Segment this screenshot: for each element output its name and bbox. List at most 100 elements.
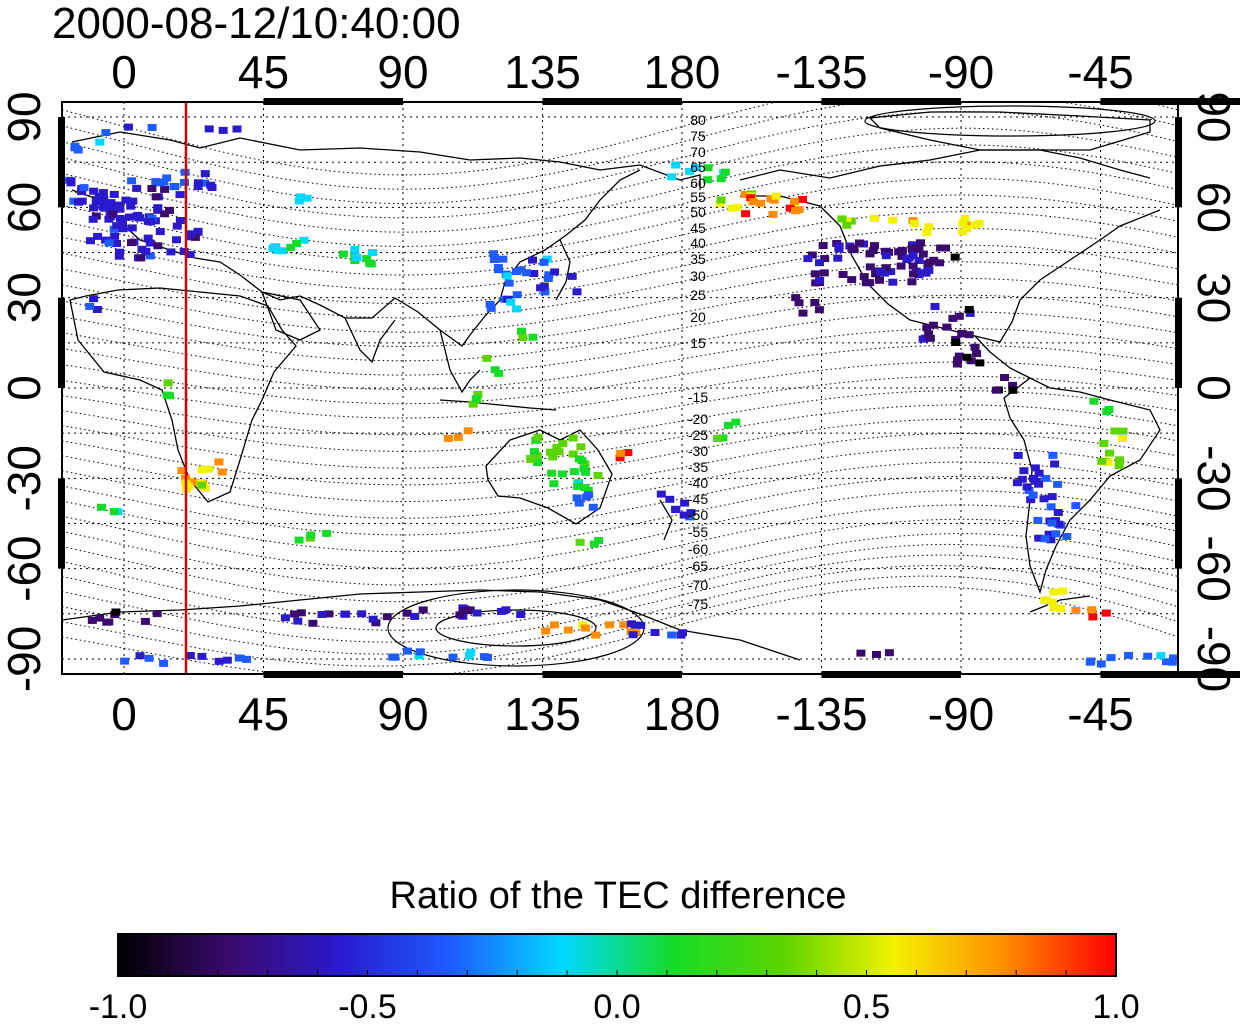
tec-observation-cell: [127, 224, 137, 232]
latitude-tick-label: 30: [1188, 272, 1240, 323]
tec-observation-cell: [543, 275, 553, 282]
tec-observation-cell: [350, 245, 360, 253]
longitude-tick-label: 135: [504, 46, 581, 98]
frame-bar-bottom: [263, 671, 403, 678]
tec-observation-cell: [143, 234, 153, 242]
tec-observation-cell: [1048, 451, 1058, 459]
colorbar: Ratio of the TEC difference -1.0 -0.5 0.0 0…: [89, 875, 1140, 1024]
tec-observation-cell: [132, 184, 142, 192]
tec-observation-cell: [865, 263, 875, 271]
tec-observation-cell: [172, 222, 182, 230]
tec-observation-cell: [528, 333, 538, 341]
tec-observation-cell: [1143, 652, 1153, 660]
tec-observation-cell: [881, 247, 891, 255]
tec-observation-cell: [160, 210, 170, 218]
tec-observation-cell: [581, 468, 591, 476]
tec-observation-cell: [155, 228, 165, 236]
tec-observation-cell: [950, 253, 960, 261]
tec-observation-cell: [1040, 535, 1050, 543]
tec-observation-cell: [540, 288, 550, 296]
tec-observation-cell: [290, 610, 300, 618]
tec-observation-cell: [731, 418, 741, 426]
tec-observation-cell: [896, 262, 906, 270]
tec-observation-cell: [471, 395, 481, 403]
tec-observation-cell: [128, 197, 138, 205]
tec-observation-cell: [214, 657, 224, 665]
tec-observation-cell: [177, 467, 187, 475]
tec-observation-cell: [533, 459, 542, 466]
tec-observation-cell: [1008, 381, 1018, 389]
frame-bar-left: [58, 117, 65, 208]
tec-observation-cell: [975, 359, 985, 367]
tec-observation-cell: [98, 189, 108, 197]
frame-bar-left: [58, 297, 65, 388]
tec-observation-cell: [922, 229, 932, 237]
tec-observation-cell: [970, 221, 980, 229]
tec-observation-cell: [859, 273, 869, 281]
contour-value-label: 45: [690, 220, 706, 236]
tec-observation-cell: [954, 352, 964, 360]
frame-bar-bottom: [542, 671, 682, 678]
tec-observation-cell: [1162, 658, 1171, 666]
tec-observation-cell: [516, 266, 526, 274]
tec-observation-cell: [741, 210, 751, 218]
tec-observation-cell: [465, 606, 475, 614]
tec-observation-cell: [580, 624, 590, 632]
tec-observation-cell: [1087, 606, 1097, 614]
contour-value-label: 80: [690, 112, 706, 128]
tec-observation-cell: [686, 509, 696, 517]
tec-observation-cell: [960, 214, 970, 222]
tec-observation-cell: [458, 606, 468, 614]
colorbar-title: Ratio of the TEC difference: [390, 875, 847, 917]
contour-value-label: 75: [690, 128, 706, 144]
tec-observation-cell: [810, 299, 820, 306]
tec-observation-cell: [928, 321, 938, 329]
colorbar-tick-label: -1.0: [89, 988, 148, 1024]
tec-observation-cell: [909, 270, 918, 278]
tec-observation-cell: [539, 258, 549, 266]
frame-bar-left: [58, 478, 65, 569]
magnetic-contour-line: [62, 277, 1178, 347]
contour-value-label: -35: [688, 459, 708, 475]
tec-observation-cell: [135, 652, 145, 660]
tec-observation-cell: [1118, 427, 1128, 435]
tec-observation-cell: [918, 250, 928, 258]
tec-observation-cell: [888, 216, 898, 224]
tec-observation-cell: [127, 239, 136, 247]
magnetic-contour-line: [62, 554, 1178, 643]
frame-bar-bottom: [821, 671, 961, 678]
tec-observation-cell: [861, 279, 871, 287]
tec-observation-cell: [920, 334, 930, 342]
tec-observation-cell: [324, 610, 334, 618]
contour-value-label: -25: [688, 427, 708, 443]
tec-observation-cell: [794, 299, 804, 307]
tec-observation-cell: [1056, 605, 1066, 613]
tec-observation-cell: [573, 482, 583, 490]
tec-observation-cell: [468, 400, 478, 408]
tec-observation-cell: [1058, 587, 1068, 595]
tec-observation-cell: [101, 129, 111, 137]
tec-observation-cell: [70, 142, 80, 150]
north-pole-contour: [864, 105, 1156, 137]
tec-observation-cell: [186, 230, 196, 238]
tec-observation-cell: [362, 255, 372, 263]
tec-observation-cell: [466, 648, 476, 656]
contour-value-label: -20: [688, 411, 708, 427]
latitude-tick-label: 60: [1188, 182, 1240, 233]
tec-observation-cell: [498, 255, 508, 263]
contour-value-label: 25: [690, 287, 706, 303]
tec-observation-cell: [680, 499, 690, 507]
tec-observation-cell: [908, 241, 917, 249]
tec-observation-cell: [115, 205, 125, 213]
tec-observation-cell: [815, 259, 824, 267]
tec-observation-cell: [907, 245, 917, 253]
tec-observation-cell: [548, 453, 558, 461]
magnetic-contour-line: [62, 244, 1178, 319]
tec-observation-cell: [916, 239, 925, 247]
latitude-tick-label: 30: [0, 272, 50, 323]
tec-observation-cell: [1115, 456, 1125, 464]
tec-observation-cell: [183, 482, 193, 490]
tec-observation-cell: [159, 178, 169, 186]
tec-observation-cell: [512, 305, 522, 313]
